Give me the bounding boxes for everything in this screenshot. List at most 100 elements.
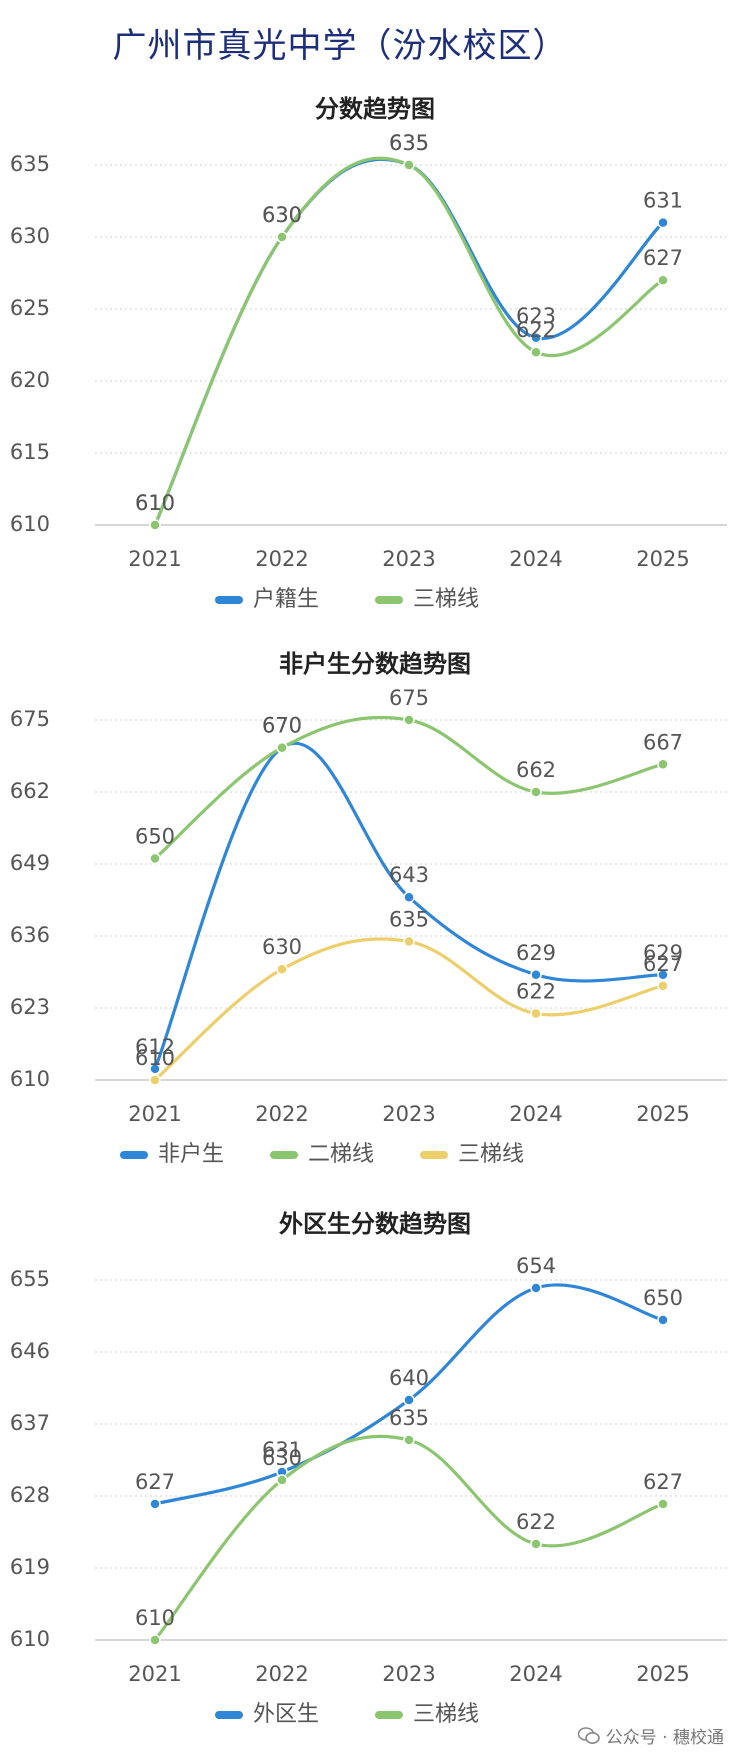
x-tick-label: 2021: [128, 547, 181, 571]
data-point: [657, 980, 669, 992]
data-label: 630: [262, 935, 302, 959]
data-label: 650: [135, 824, 175, 848]
watermark-text: 公众号 · 穗校通: [605, 1728, 724, 1748]
legend-label: 三梯线: [413, 1702, 479, 1727]
chart-title: 外区生分数趋势图: [279, 1210, 471, 1238]
data-point: [149, 1074, 161, 1086]
legend-swatch: [215, 596, 243, 604]
data-label: 627: [643, 246, 683, 270]
data-label: 629: [643, 941, 683, 965]
data-point: [276, 963, 288, 975]
y-tick-label: 615: [10, 440, 50, 464]
data-label: 635: [389, 131, 429, 155]
data-label: 630: [262, 1446, 302, 1470]
data-point: [149, 1498, 161, 1510]
data-label: 643: [389, 863, 429, 887]
x-tick-label: 2022: [255, 547, 308, 571]
data-label: 662: [516, 758, 556, 782]
series-line: [153, 156, 665, 527]
chart-outer-district-trend: 外区生分数趋势图 610 619 628 637 646 655 2021 2022 2023 20…: [10, 1210, 727, 1727]
y-tick-label: 623: [10, 995, 50, 1019]
data-label: 622: [516, 1510, 556, 1534]
data-point: [149, 519, 161, 531]
y-tick-label: 662: [10, 779, 50, 803]
y-tick-label: 610: [10, 512, 50, 536]
data-label: 627: [135, 1470, 175, 1494]
legend-swatch: [120, 1151, 148, 1159]
data-point: [530, 969, 542, 981]
data-point: [149, 852, 161, 865]
data-point: [530, 1007, 542, 1020]
x-tick-label: 2024: [509, 547, 562, 571]
y-tick-label: 655: [10, 1267, 50, 1291]
x-tick-label: 2023: [382, 547, 435, 571]
legend-swatch: [420, 1151, 448, 1159]
data-label: 675: [389, 686, 429, 710]
data-label: 623: [516, 304, 556, 328]
y-tick-label: 646: [10, 1339, 50, 1363]
data-point: [403, 935, 415, 948]
legend-label: 外区生: [253, 1702, 319, 1727]
legend-label: 非户生: [158, 1142, 224, 1167]
y-tick-label: 610: [10, 1067, 50, 1091]
data-label: 640: [389, 1366, 429, 1390]
data-point: [403, 1394, 415, 1406]
data-point: [403, 714, 415, 726]
y-tick-label: 628: [10, 1483, 50, 1507]
data-label: 610: [135, 1606, 175, 1630]
y-tick-label: 625: [10, 296, 50, 320]
y-tick-label: 630: [10, 224, 50, 248]
series-line: [153, 157, 665, 527]
x-tick-label: 2023: [382, 1662, 435, 1686]
data-label: 670: [262, 714, 302, 738]
y-tick-label: 610: [10, 1627, 50, 1651]
x-tick-label: 2025: [636, 1662, 689, 1686]
chart-score-trend: 分数趋势图 610 615 620 625 630 635 2021 2022 2023 2024 2…: [10, 95, 727, 612]
legend-swatch: [375, 1711, 403, 1719]
y-tick-label: 620: [10, 368, 50, 392]
x-tick-label: 2024: [509, 1102, 562, 1126]
legend-label: 二梯线: [308, 1142, 374, 1167]
data-point: [149, 1063, 161, 1075]
data-point: [403, 159, 415, 171]
data-label: 635: [389, 131, 429, 155]
data-point: [657, 1314, 669, 1326]
data-label: 667: [643, 730, 683, 754]
x-tick-label: 2024: [509, 1662, 562, 1686]
data-label: 622: [516, 318, 556, 342]
data-point: [657, 969, 669, 981]
data-point: [657, 274, 669, 286]
data-label: 622: [516, 980, 556, 1004]
x-tick-label: 2025: [636, 1102, 689, 1126]
y-tick-label: 619: [10, 1555, 50, 1579]
y-tick-label: 637: [10, 1411, 50, 1435]
x-tick-label: 2022: [255, 1102, 308, 1126]
data-label: 635: [389, 1406, 429, 1430]
data-label: 635: [389, 908, 429, 932]
page-title: 广州市真光中学（汾水校区）: [112, 26, 568, 66]
data-label: 650: [643, 1286, 683, 1310]
legend-label: 三梯线: [458, 1142, 524, 1167]
data-label: 654: [516, 1254, 556, 1278]
chart-non-hukou-trend: 非户生分数趋势图 610 623 636 649 662 675 2021 2022 2023 20…: [10, 650, 727, 1167]
x-tick-label: 2021: [128, 1102, 181, 1126]
data-label: 627: [643, 952, 683, 976]
data-label: 630: [262, 203, 302, 227]
data-point: [403, 891, 415, 903]
legend-swatch: [270, 1151, 298, 1159]
data-point: [530, 1282, 542, 1294]
chart-title: 非户生分数趋势图: [279, 650, 471, 678]
data-label: 631: [643, 189, 683, 213]
data-label: 610: [135, 491, 175, 515]
x-tick-label: 2022: [255, 1662, 308, 1686]
data-point: [276, 231, 288, 243]
x-tick-label: 2025: [636, 547, 689, 571]
data-point: [403, 1434, 415, 1446]
y-tick-label: 635: [10, 152, 50, 176]
y-tick-label: 636: [10, 923, 50, 947]
data-point: [149, 1634, 161, 1646]
data-point: [657, 216, 669, 229]
data-point: [530, 346, 542, 358]
data-point: [530, 786, 542, 798]
data-label: 627: [643, 1470, 683, 1494]
